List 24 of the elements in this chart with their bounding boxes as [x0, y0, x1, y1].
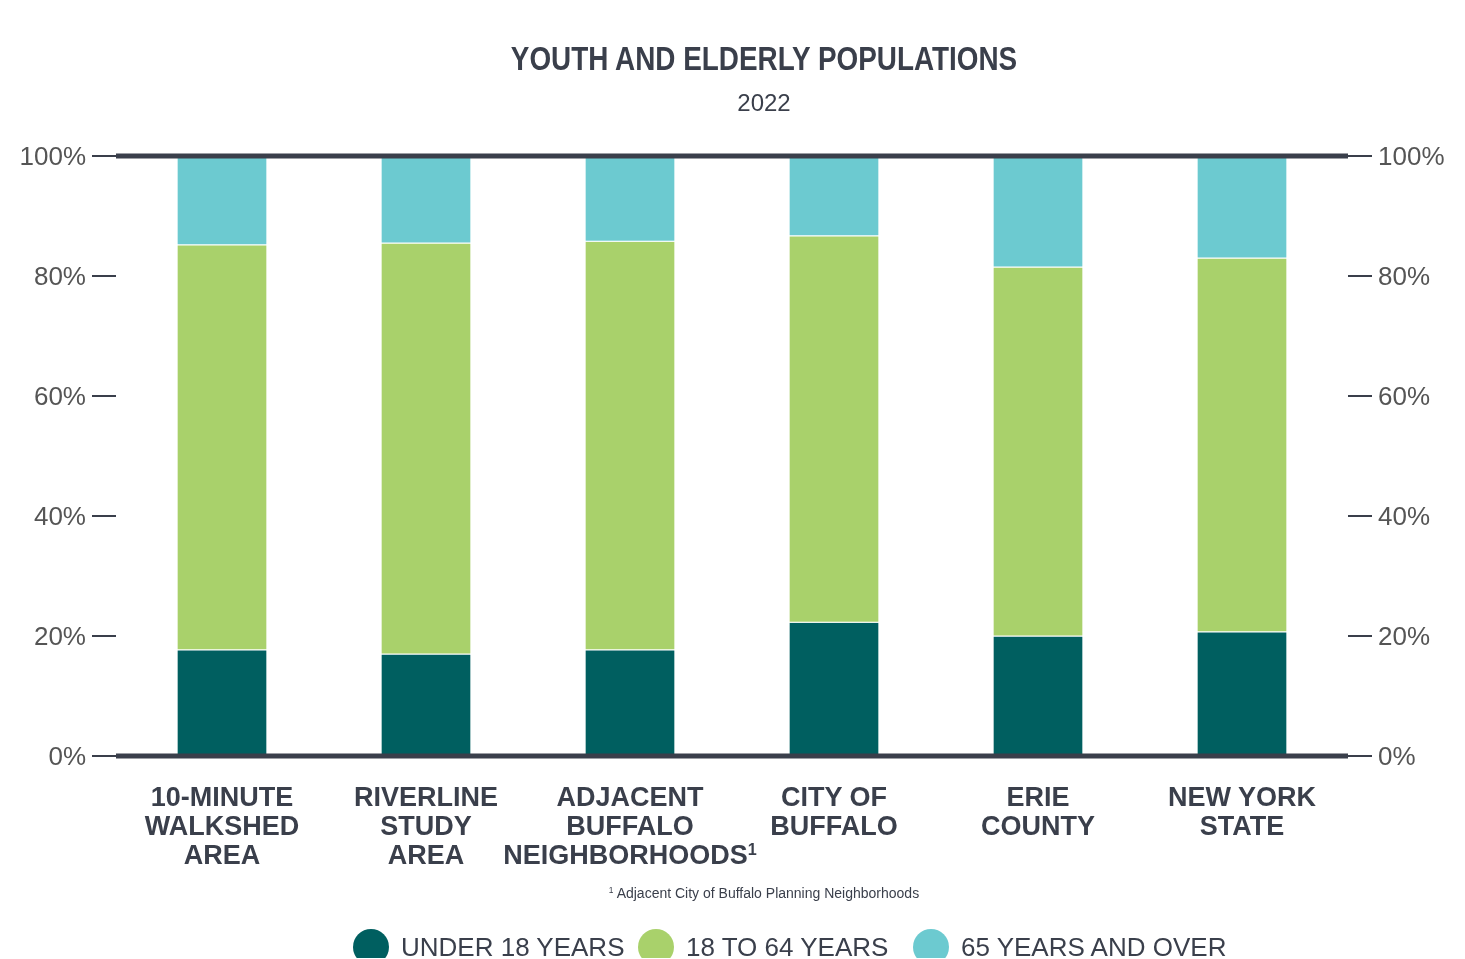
- x-tick-label: CITY OF BUFFALO: [770, 782, 898, 841]
- y2-tick-label: 60%: [1378, 381, 1431, 412]
- chart-title: YOUTH AND ELDERLY POPULATIONS: [510, 39, 1018, 78]
- y-tick-label: 80%: [33, 261, 86, 292]
- legend-label: 18 TO 64 YEARS: [686, 932, 889, 959]
- y-tick-label: 40%: [33, 501, 86, 532]
- y-tick-label: 0%: [48, 741, 86, 772]
- x-tick-label: ADJACENT BUFFALO NEIGHBORHOODS$^{1}$: [503, 782, 757, 870]
- x-tick-label: NEW YORK STATE: [1167, 782, 1317, 841]
- x-tick-label: 10-MINUTE WALKSHED AREA: [144, 782, 300, 870]
- legend-label: UNDER 18 YEARS: [401, 932, 625, 959]
- y-tick-label: 60%: [33, 381, 86, 412]
- legend-label: 65 YEARS AND OVER: [961, 932, 1227, 959]
- y2-tick-label: 100%: [1378, 141, 1445, 172]
- y2-tick-label: 20%: [1378, 621, 1431, 652]
- text: $^{1}$ Adjacent City of Buffalo Planning Neighborhoods: [608, 885, 920, 901]
- chart-subtitle: 2022: [737, 89, 791, 116]
- y2-tick-label: 0%: [1378, 741, 1416, 772]
- y-tick-label: 20%: [33, 621, 86, 652]
- y-tick-label: 100%: [19, 141, 86, 172]
- x-tick-label: RIVERLINE STUDY AREA: [353, 782, 499, 870]
- y2-tick-label: 80%: [1378, 261, 1431, 292]
- x-tick-label: ERIE COUNTY: [981, 782, 1095, 841]
- y2-tick-label: 40%: [1378, 501, 1431, 532]
